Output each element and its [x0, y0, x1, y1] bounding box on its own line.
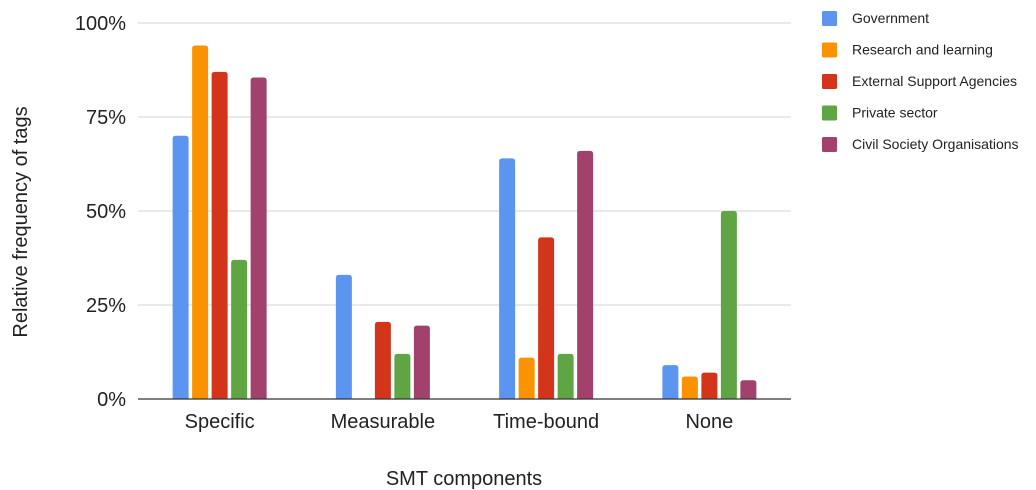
bar-private-sector-measurable — [394, 353, 411, 399]
legend-swatch — [822, 11, 837, 26]
legend-swatch — [822, 74, 837, 89]
bar-external-support-agencies-measurable — [374, 321, 391, 399]
bar-research-and-learning-time-bound — [518, 357, 535, 399]
y-tick-label: 0% — [97, 389, 126, 411]
bar-government-none — [662, 365, 679, 399]
x-tick-label: Measurable — [331, 411, 436, 433]
bar-external-support-agencies-time-bound — [538, 237, 555, 399]
bar-private-sector-specific — [231, 259, 248, 399]
legend-label: Civil Society Organisations — [852, 136, 1019, 152]
y-tick-label: 25% — [86, 295, 126, 317]
bar-government-measurable — [335, 274, 352, 399]
y-tick-label: 100% — [75, 13, 126, 35]
bar-external-support-agencies-specific — [211, 71, 228, 399]
bar-research-and-learning-specific — [192, 45, 209, 400]
legend: Government Research and learning External … — [822, 10, 1019, 152]
bars — [172, 45, 757, 400]
x-tick-label: Time-bound — [493, 411, 599, 433]
bar-external-support-agencies-none — [701, 372, 718, 399]
bar-civil-society-organisations-none — [740, 380, 757, 399]
bar-private-sector-none — [720, 211, 737, 399]
bar-civil-society-organisations-measurable — [413, 325, 430, 399]
bar-civil-society-organisations-time-bound — [577, 150, 594, 399]
bar-private-sector-time-bound — [557, 353, 574, 399]
gridlines — [138, 22, 791, 306]
x-tick-label: Specific — [185, 411, 255, 433]
legend-swatch — [822, 105, 837, 121]
y-tick-labels: 0% 25% 50% 75% 100% — [75, 13, 126, 411]
y-axis-title: Relative frequency of tags — [10, 106, 32, 337]
legend-label: Research and learning — [852, 42, 993, 58]
x-tick-labels: Specific Measurable Time-bound None — [185, 411, 734, 433]
legend-swatch — [822, 42, 837, 58]
legend-label: External Support Agencies — [852, 73, 1017, 89]
x-tick-label: None — [685, 411, 733, 433]
y-tick-label: 75% — [86, 107, 126, 129]
bar-government-time-bound — [499, 158, 516, 399]
bar-civil-society-organisations-specific — [250, 77, 267, 400]
legend-swatch — [822, 137, 837, 152]
legend-label: Private sector — [852, 105, 938, 121]
bar-government-specific — [172, 135, 189, 400]
bar-research-and-learning-none — [681, 376, 698, 399]
legend-label: Government — [852, 10, 929, 26]
x-axis-title: SMT components — [386, 468, 542, 490]
y-tick-label: 50% — [86, 201, 126, 223]
